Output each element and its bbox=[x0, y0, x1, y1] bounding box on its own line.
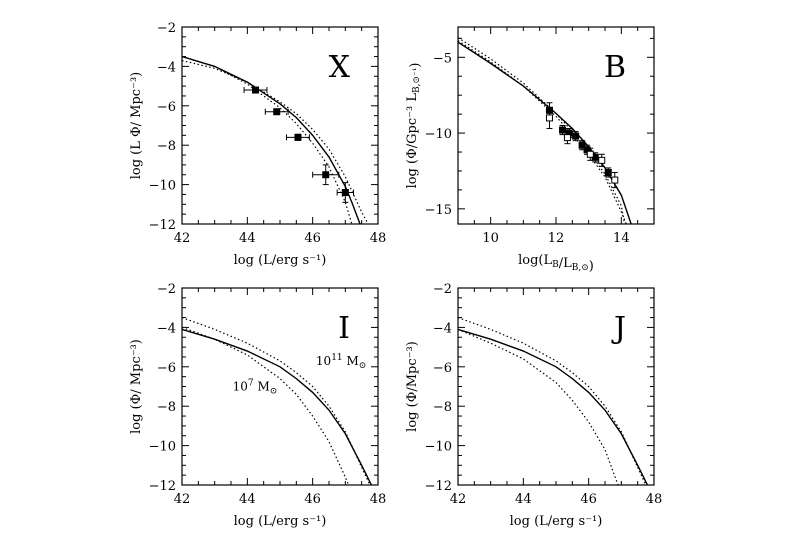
panel-x: 42 44 46 48 −12 −10 −8 −6 −4 −2 log (L/erg s⁻¹) log… bbox=[129, 21, 386, 268]
data-point-open bbox=[545, 114, 553, 122]
model-curve-solid bbox=[458, 41, 632, 224]
mass-annotation: 1011 M⊙ bbox=[316, 353, 366, 371]
x-tick-label: 44 bbox=[239, 492, 256, 507]
x-axis-title: log (L/erg s⁻¹) bbox=[234, 514, 327, 529]
data-point-open bbox=[586, 150, 594, 158]
x-tick-label: 12 bbox=[548, 231, 565, 246]
y-axis-title: log (Φ/ Mpc⁻³) bbox=[129, 339, 144, 434]
x-axis-title: log (L/erg s⁻¹) bbox=[510, 514, 603, 529]
y-tick-label: −4 bbox=[157, 321, 176, 336]
y-tick-label: −10 bbox=[425, 440, 452, 455]
model-curve-dotted bbox=[458, 316, 647, 485]
x-tick-label: 48 bbox=[370, 492, 387, 507]
x-axis-title: log(LB/LB,⊙) bbox=[518, 253, 594, 274]
x-tick-label: 14 bbox=[613, 231, 630, 246]
data-point-filled bbox=[341, 188, 349, 196]
data-point-filled bbox=[252, 86, 259, 94]
data-point-open bbox=[563, 134, 571, 142]
x-tick-label: 44 bbox=[515, 492, 532, 507]
y-tick-label: −6 bbox=[157, 361, 176, 376]
data-point-filled bbox=[604, 168, 612, 176]
y-tick-label: −6 bbox=[157, 100, 176, 115]
y-axis-title: log (Φ/Gpc⁻³ LB,⊙⁻¹) bbox=[405, 63, 423, 189]
x-tick-label: 42 bbox=[174, 231, 191, 246]
y-axis-title: log (Φ/Mpc⁻³) bbox=[405, 341, 420, 432]
model-curve-dotted bbox=[182, 326, 350, 485]
y-tick-label: −2 bbox=[433, 282, 452, 297]
y-tick-label: −12 bbox=[149, 218, 176, 233]
x-tick-label: 42 bbox=[450, 492, 467, 507]
y-tick-label: −12 bbox=[149, 479, 176, 494]
model-curve-solid bbox=[458, 328, 649, 485]
panel-label: J bbox=[611, 311, 626, 346]
y-tick-label: −8 bbox=[157, 400, 176, 415]
x-tick-label: 48 bbox=[370, 231, 387, 246]
panel-b: 10 12 14 −15 −10 −5 log(LB/LB,⊙) log (Φ/Gpc⁻³ L… bbox=[405, 26, 655, 274]
y-tick-label: −4 bbox=[157, 60, 176, 75]
data-point-open bbox=[598, 156, 606, 164]
panel-label: I bbox=[338, 311, 350, 346]
y-tick-label: −15 bbox=[425, 203, 452, 218]
y-tick-label: −4 bbox=[433, 321, 452, 336]
model-curve-dotted bbox=[458, 40, 627, 224]
x-tick-label: 10 bbox=[482, 231, 499, 246]
x-tick-label: 46 bbox=[304, 231, 321, 246]
model-curve-dotted bbox=[458, 37, 626, 224]
x-tick-label: 46 bbox=[580, 492, 597, 507]
model-curve-dotted bbox=[182, 316, 371, 485]
panel-i: 42 44 46 48 −12 −10 −8 −6 −4 −2 log (L/erg s⁻¹) log… bbox=[129, 282, 386, 529]
model-curve-dotted bbox=[182, 59, 369, 224]
y-axis-title: log (L Φ/ Mpc⁻³) bbox=[129, 72, 144, 180]
data-point-open bbox=[611, 176, 619, 184]
panel-label: X bbox=[329, 50, 351, 85]
model-curve-dotted bbox=[182, 55, 353, 224]
data-point-filled bbox=[294, 133, 302, 141]
model-curve-solid bbox=[182, 328, 373, 485]
y-tick-label: −10 bbox=[149, 440, 176, 455]
y-tick-label: −12 bbox=[425, 479, 452, 494]
data-point-filled bbox=[273, 108, 281, 116]
x-tick-label: 42 bbox=[174, 492, 191, 507]
y-tick-label: −8 bbox=[157, 139, 176, 154]
y-tick-label: −2 bbox=[157, 21, 176, 36]
y-tick-label: −6 bbox=[433, 361, 452, 376]
y-tick-label: −10 bbox=[149, 179, 176, 194]
y-tick-label: −2 bbox=[157, 282, 176, 297]
mass-annotation: 107 M⊙ bbox=[233, 378, 278, 396]
x-tick-label: 48 bbox=[646, 492, 663, 507]
y-tick-label: −8 bbox=[433, 400, 452, 415]
panel-label: B bbox=[604, 50, 626, 85]
data-point-filled bbox=[322, 171, 330, 179]
data-point-filled bbox=[559, 126, 567, 134]
y-tick-label: −10 bbox=[425, 127, 452, 142]
model-curve-dotted bbox=[458, 328, 619, 485]
panel-j: 42 44 46 48 −12 −10 −8 −6 −4 −2 log (L/erg s⁻¹) log… bbox=[405, 282, 662, 529]
x-tick-label: 44 bbox=[239, 231, 256, 246]
data-point-filled bbox=[572, 132, 580, 140]
y-tick-label: −5 bbox=[433, 51, 452, 66]
x-axis-title: log (L/erg s⁻¹) bbox=[234, 253, 327, 268]
x-tick-label: 46 bbox=[304, 492, 321, 507]
